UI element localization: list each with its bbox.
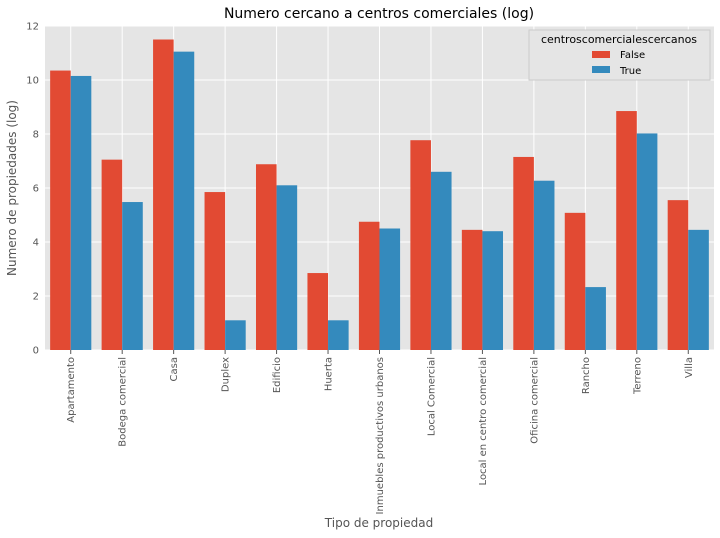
bar-false [307,273,329,350]
bar-false [358,221,380,350]
bar-true [688,229,709,350]
y-tick-label: 4 [33,238,39,249]
bar-true [225,320,246,350]
y-tick-label: 2 [33,292,39,303]
bar-true [482,231,504,350]
x-tick-label: Apartamento [66,357,77,423]
bar-false [513,156,534,350]
bars [50,39,709,351]
bar-true [276,185,298,350]
x-tick-label: Oficina comercial [529,357,540,444]
y-axis: 0 2 4 6 8 10 12 [26,22,39,357]
y-tick-label: 10 [26,76,39,87]
x-tick-label: Rancho [581,357,592,394]
y-tick-label: 0 [33,346,39,357]
bar-true [70,75,92,350]
bar-false [153,39,174,350]
bar-true [430,171,452,350]
legend-label-false: False [620,50,645,61]
x-tick-label: Terreno [632,357,643,395]
bar-true [328,320,349,350]
x-tick-label: Duplex [221,357,232,392]
bar-false [255,164,277,350]
legend: centroscomercialescercanos False True [528,29,711,81]
legend-swatch-true [592,66,610,73]
bar-true [533,180,555,350]
y-tick-label: 12 [26,22,39,33]
bar-false [101,159,123,350]
x-tick-label: Casa [169,357,180,381]
x-tick-label: Inmuebles productivos urbanos [375,357,386,514]
x-tick-label: Villa [684,357,695,378]
y-tick-label: 8 [33,130,39,141]
x-tick-label: Edificio [272,357,283,393]
bar-false [204,192,226,350]
bar-false [461,229,483,350]
legend-label-true: True [619,66,641,77]
bar-false [667,200,689,350]
bar-true [636,133,658,350]
chart-title: Numero cercano a centros comerciales (lo… [224,6,534,22]
x-tick-label: Bodega comercial [118,357,129,447]
y-axis-label: Numero de propiedades (log) [5,100,19,276]
legend-title: centroscomercialescercanos [541,33,697,46]
x-tick-label: Huerta [324,357,335,391]
bar-true [379,228,401,350]
x-axis-label: Tipo de propiedad [324,516,433,530]
bar-false [564,212,586,350]
x-tick-label: Local en centro comercial [478,357,489,485]
legend-swatch-false [592,51,610,58]
x-tick-label: Local Comercial [426,357,437,436]
x-axis: Apartamento Bodega comercial Casa Duplex Edi… [66,350,695,514]
bar-true [122,202,143,350]
bar-false [50,70,71,351]
y-tick-label: 6 [33,184,39,195]
bar-true [173,51,195,351]
bar-false [616,111,637,350]
bar-true [585,287,606,350]
bar-false [410,140,431,350]
legend-box [528,29,711,81]
